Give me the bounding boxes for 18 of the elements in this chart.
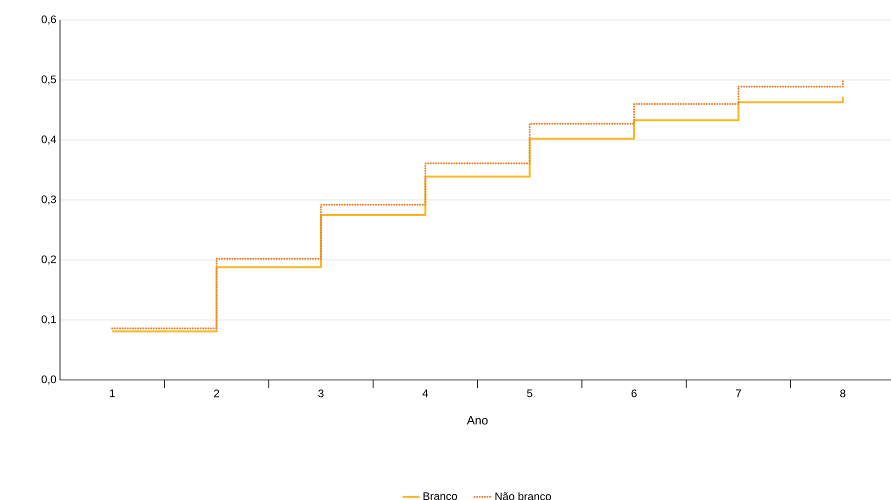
x-tick-label: 6 [632,390,637,398]
x-tick-label: 5 [527,390,532,398]
x-tick-label: 3 [318,390,324,398]
y-tick-label: 0,5 [42,75,56,85]
y-tick-label: 0,4 [42,135,56,145]
y-tick-label: 0,6 [42,15,56,25]
y-tick-label: 0,0 [42,375,56,385]
y-tick-label: 0,3 [42,195,56,205]
y-tick-label: 0,2 [42,255,56,265]
x-tick-label: 7 [736,390,741,398]
x-tick-label: 2 [214,390,220,398]
legend-label: Não branco [495,492,551,500]
x-axis-title: Ano [466,416,488,425]
x-tick-label: 8 [840,390,846,398]
y-tick-label: 0,1 [42,315,56,325]
legend-label: Branco [424,492,458,500]
x-tick-label: 4 [422,390,428,398]
x-tick-label: 1 [110,390,115,398]
